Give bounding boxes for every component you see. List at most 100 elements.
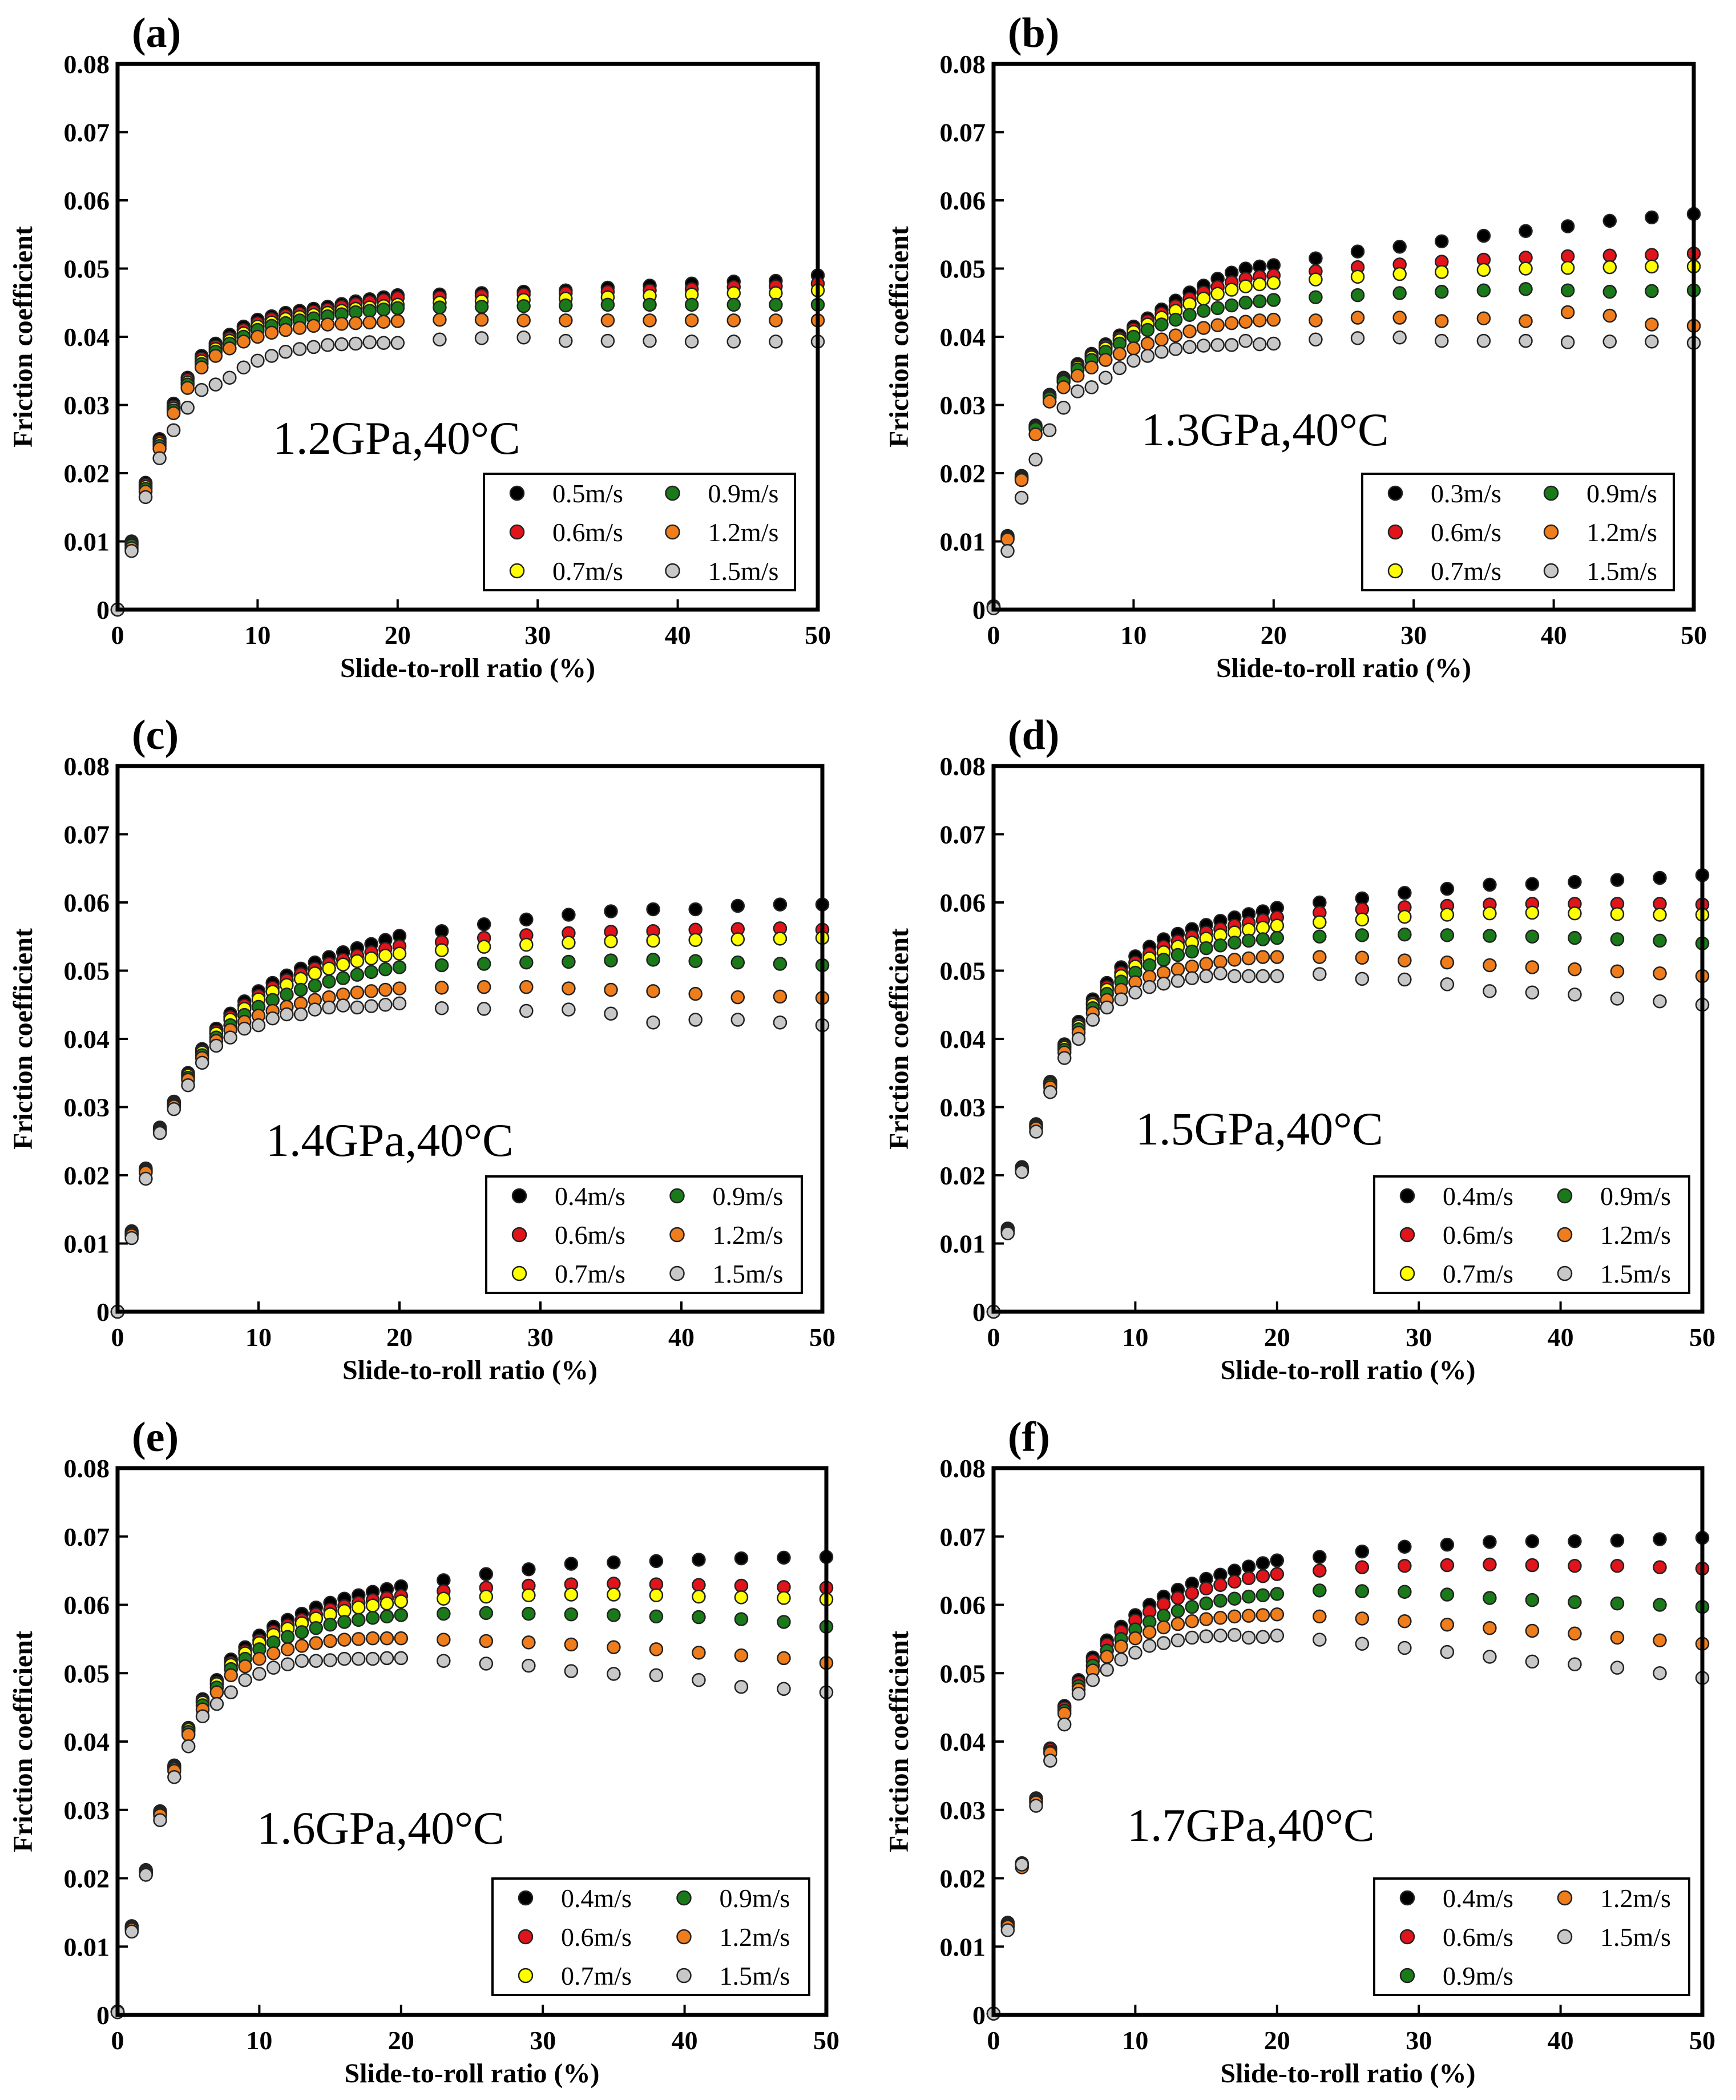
data-point (769, 334, 783, 349)
data-point (1224, 298, 1239, 313)
y-tick-label: 0.01 (64, 1230, 110, 1259)
data-point (1560, 335, 1575, 349)
legend-marker (1557, 1890, 1573, 1906)
legend-label: 1.2m/s (1600, 1220, 1671, 1249)
data-point (559, 298, 573, 313)
data-point (392, 981, 407, 995)
data-point (1610, 1533, 1625, 1548)
y-tick-label: 0.01 (64, 527, 110, 557)
legend-label: 0.9m/s (1600, 1182, 1671, 1211)
data-point (434, 958, 449, 973)
data-point (1398, 1585, 1412, 1599)
data-point (1266, 276, 1281, 290)
series-1.5m/s (110, 996, 830, 1319)
x-tick-label: 20 (1264, 2026, 1290, 2055)
legend-item: 1.5m/s (665, 557, 778, 586)
legend-item: 0.7m/s (518, 1961, 632, 1990)
data-point (1185, 1614, 1200, 1629)
data-point (773, 957, 788, 971)
data-point (350, 1000, 365, 1015)
data-point (1213, 1629, 1228, 1643)
data-point (516, 299, 531, 313)
legend-label: 0.6m/s (555, 1220, 625, 1249)
data-point (437, 1654, 451, 1668)
y-tick-label: 0.06 (64, 186, 110, 215)
data-point (1392, 311, 1407, 325)
data-point (1398, 927, 1412, 942)
legend-item: 1.2m/s (676, 1922, 790, 1952)
data-point (479, 1634, 494, 1648)
data-point (167, 1102, 181, 1116)
data-point (734, 1612, 749, 1626)
data-point (294, 1654, 309, 1668)
data-point (364, 984, 378, 998)
x-tick-label: 50 (805, 620, 831, 650)
data-point (730, 932, 745, 946)
data-point (280, 1642, 295, 1656)
legend-marker (1387, 524, 1403, 540)
data-point (308, 1002, 322, 1017)
data-point (1392, 267, 1407, 281)
data-point (600, 333, 615, 348)
y-tick-label: 0 (96, 1297, 110, 1327)
data-point (1213, 1578, 1228, 1593)
data-point (1238, 315, 1253, 329)
data-point (1228, 1591, 1242, 1606)
legend-label: 0.5m/s (552, 479, 623, 508)
data-point (562, 908, 576, 922)
legend-label: 1.5m/s (1600, 1922, 1671, 1952)
data-point (124, 1231, 139, 1246)
y-tick-label: 0 (972, 1297, 986, 1327)
data-point (1241, 969, 1256, 984)
data-point (264, 325, 279, 340)
data-point (477, 980, 491, 994)
data-point (688, 1013, 703, 1027)
data-point (280, 987, 294, 1002)
data-point (1057, 1717, 1072, 1732)
data-point (688, 902, 703, 917)
legend-marker (1557, 1227, 1573, 1243)
data-point (1199, 1612, 1213, 1626)
data-point (1228, 953, 1242, 967)
legend-marker (669, 1265, 685, 1281)
data-point (1355, 1637, 1370, 1651)
data-point (365, 1611, 380, 1625)
legend-label: 1.2m/s (713, 1220, 784, 1249)
y-tick-label: 0.05 (64, 255, 110, 284)
y-tick-label: 0.07 (940, 118, 986, 147)
y-tick-label: 0.06 (64, 888, 110, 917)
legend-marker (669, 1188, 685, 1204)
data-point (1560, 305, 1575, 320)
data-point (251, 1018, 266, 1033)
data-point (350, 985, 365, 999)
data-point (224, 1685, 238, 1700)
data-point (1156, 976, 1171, 991)
data-point (334, 337, 349, 352)
data-point (309, 1654, 324, 1668)
data-point (1199, 969, 1213, 984)
data-point (1241, 1630, 1256, 1645)
data-point (1398, 972, 1412, 987)
x-tick-label: 10 (1122, 2026, 1148, 2055)
data-point (1309, 313, 1323, 328)
condition-label: 1.5GPa,40°C (1136, 1103, 1383, 1155)
data-point (1645, 334, 1659, 349)
data-point (1653, 994, 1667, 1009)
legend-label: 1.5m/s (720, 1961, 790, 1990)
data-point (522, 1606, 536, 1621)
data-point (1228, 1609, 1242, 1624)
data-point (1228, 1627, 1242, 1642)
data-point (1253, 337, 1267, 352)
data-point (1156, 1597, 1171, 1611)
data-point (692, 1589, 706, 1604)
legend: 0.4m/s 0.6m/s 0.7m/s 0.9m/s 1.2m/s 1.5m/s (485, 1175, 803, 1294)
data-point (390, 301, 405, 316)
data-point (294, 1625, 309, 1639)
chart-panel-a: (a) 0 10 20 30 40 50 0 0.01 0.02 0.03 0.04 0.05 0.06 0… (8, 10, 831, 683)
data-point (1224, 338, 1239, 352)
data-point (322, 961, 336, 976)
x-axis-label: Slide-to-roll ratio (%) (1220, 2058, 1475, 2089)
data-point (181, 1727, 196, 1742)
data-point (1185, 1630, 1200, 1645)
x-tick-label: 30 (530, 2026, 556, 2055)
